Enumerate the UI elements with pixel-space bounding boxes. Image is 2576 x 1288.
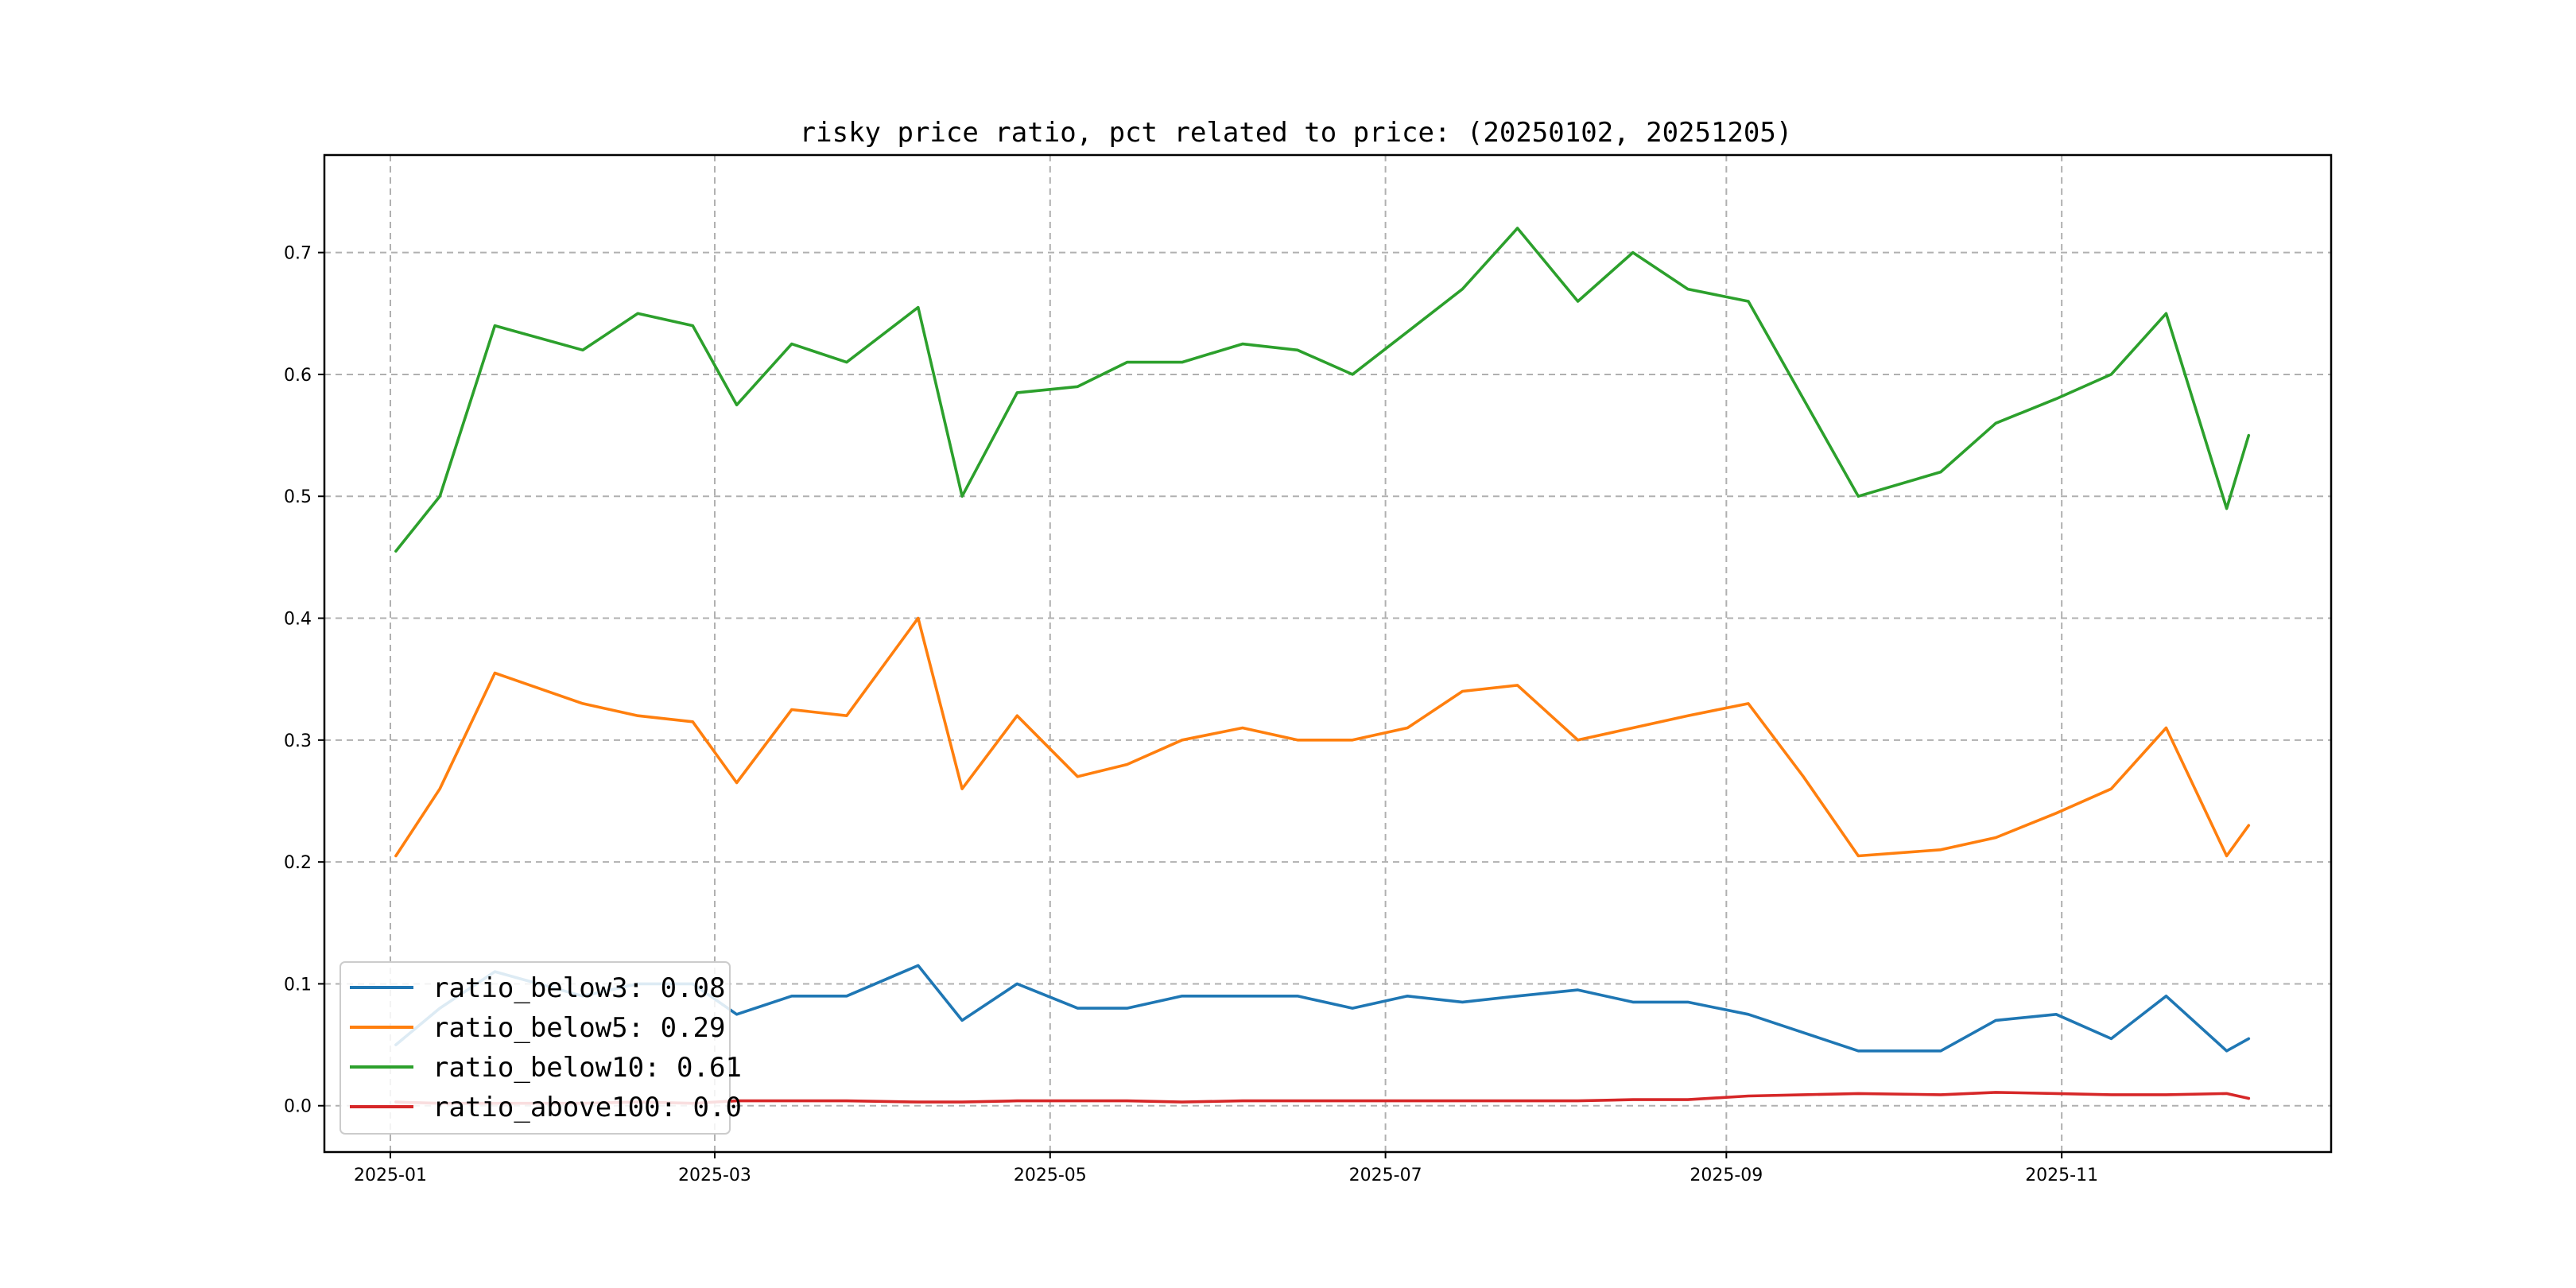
x-tick-label: 2025-11 xyxy=(2025,1166,2098,1185)
y-tick-label: 0.6 xyxy=(284,366,312,386)
y-tick-label: 0.2 xyxy=(284,853,312,873)
series-line-3 xyxy=(394,227,2251,553)
y-tick-label: 0.7 xyxy=(284,244,312,264)
x-tick-label: 2025-01 xyxy=(354,1166,427,1185)
chart-title: risky price ratio, pct related to price:… xyxy=(800,117,1793,149)
y-tick-label: 0.0 xyxy=(284,1097,312,1117)
y-tick-label: 0.5 xyxy=(284,487,312,507)
legend-box xyxy=(339,961,731,1135)
axis-ticks: 0.0 0.1 0.2 0.3 0.4 0.5 0.6 0.7 2025-01 2025-03 20… xyxy=(284,244,2098,1185)
legend-label: ratio_above100: 0.0 xyxy=(433,1092,742,1123)
x-tick-label: 2025-05 xyxy=(1014,1166,1087,1185)
x-tick-label: 2025-03 xyxy=(678,1166,751,1185)
series-line-2 xyxy=(394,616,2251,858)
y-tick-label: 0.4 xyxy=(284,610,312,630)
plot-area-frame xyxy=(323,153,2333,1154)
legend-label: ratio_below3: 0.08 xyxy=(433,972,725,1004)
legend: ratio_below3: 0.08 ratio_below5: 0.29 rati… xyxy=(339,961,742,1135)
y-tick-label: 0.1 xyxy=(284,975,312,995)
legend-label: ratio_below5: 0.29 xyxy=(433,1012,725,1044)
legend-label: ratio_below10: 0.61 xyxy=(433,1052,742,1084)
x-tick-label: 2025-09 xyxy=(1690,1166,1763,1185)
y-tick-label: 0.3 xyxy=(284,731,312,751)
x-tick-label: 2025-07 xyxy=(1349,1166,1422,1185)
